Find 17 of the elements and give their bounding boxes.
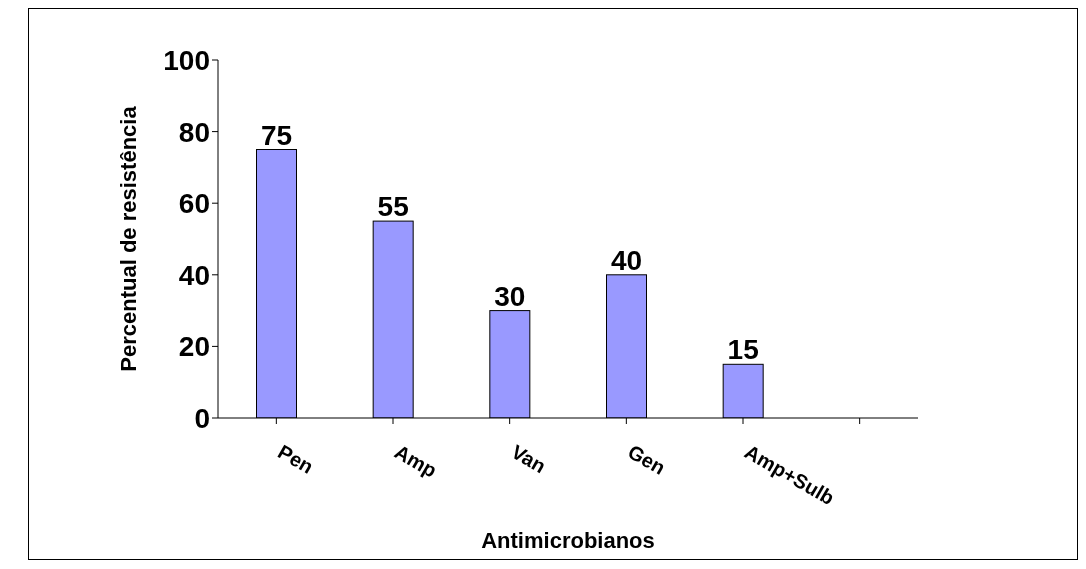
y-tick-label: 40 bbox=[178, 259, 210, 291]
y-axis-title: Percentual de resistência bbox=[115, 105, 141, 372]
data-label: 75 bbox=[260, 119, 293, 151]
data-label: 15 bbox=[727, 334, 759, 366]
x-axis-title: Antimicrobianos bbox=[481, 528, 655, 553]
x-tick-label: Amp bbox=[391, 440, 441, 482]
x-tick-label: Van bbox=[507, 440, 550, 478]
y-tick-label: 80 bbox=[178, 116, 210, 148]
y-tick-label: 20 bbox=[178, 331, 210, 363]
y-tick-label: 0 bbox=[194, 402, 210, 434]
data-label: 55 bbox=[377, 191, 409, 223]
y-tick-label: 100 bbox=[163, 44, 210, 76]
x-tick-label: Pen bbox=[274, 440, 318, 478]
data-label: 40 bbox=[610, 244, 643, 276]
x-tick-label: Gen bbox=[624, 440, 670, 479]
data-label: 30 bbox=[494, 280, 526, 312]
y-tick-label: 60 bbox=[178, 188, 210, 220]
